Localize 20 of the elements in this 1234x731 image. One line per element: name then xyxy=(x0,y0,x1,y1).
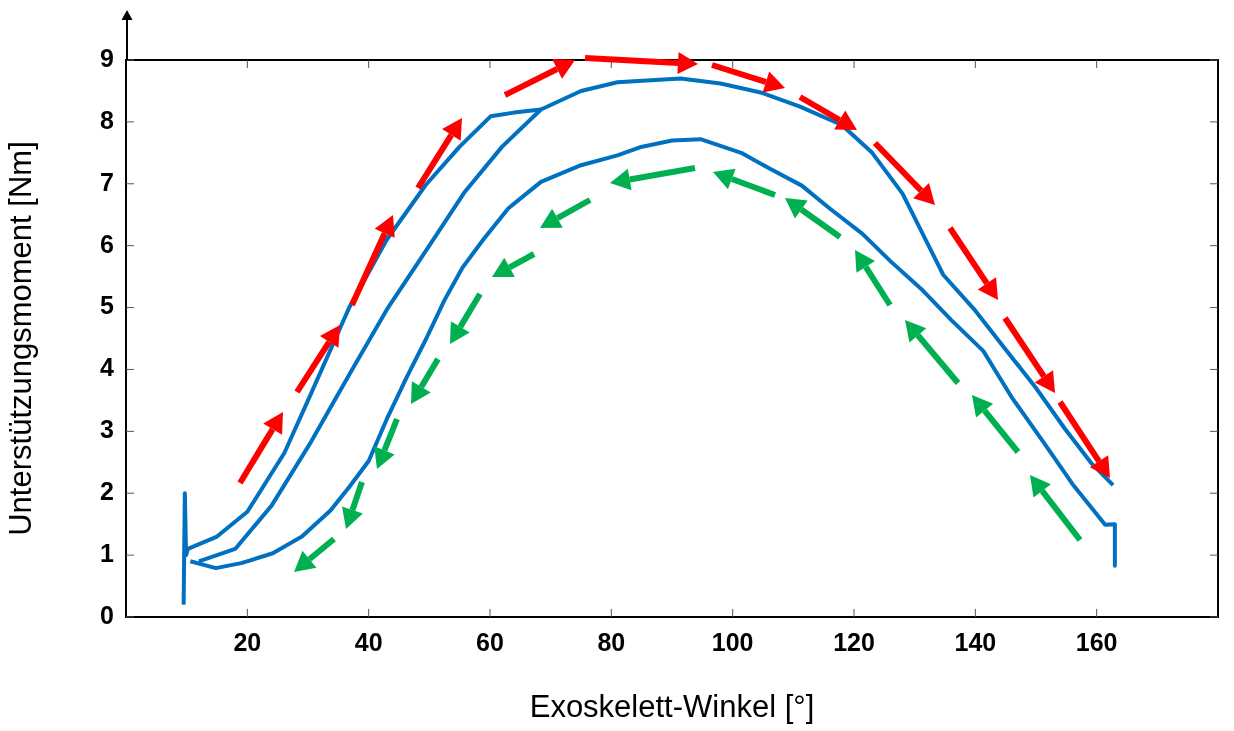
y-tick-label: 0 xyxy=(100,600,114,629)
y-tick-label: 5 xyxy=(100,291,115,320)
x-tick-label: 100 xyxy=(711,627,754,656)
y-tick-label: 8 xyxy=(100,105,115,134)
x-tick-label: 80 xyxy=(597,627,626,656)
y-tick-label: 7 xyxy=(100,167,114,196)
x-tick-label: 40 xyxy=(354,627,383,656)
x-axis-title: Exoskelett-Winkel [°] xyxy=(529,688,815,724)
x-tick-label: 120 xyxy=(833,627,875,656)
y-axis-title: Unterstützungsmoment [Nm] xyxy=(3,141,39,536)
x-tick-label: 20 xyxy=(233,627,262,656)
y-tick-label: 1 xyxy=(100,539,115,567)
x-tick-label: 60 xyxy=(476,627,504,656)
y-tick-label: 4 xyxy=(100,353,115,382)
x-tick-label: 160 xyxy=(1075,627,1118,656)
y-tick-label: 9 xyxy=(100,43,114,72)
y-tick-label: 6 xyxy=(100,229,114,258)
y-tick-label: 2 xyxy=(100,477,114,506)
x-tick-label: 140 xyxy=(954,627,997,656)
y-tick-label: 3 xyxy=(100,415,114,444)
